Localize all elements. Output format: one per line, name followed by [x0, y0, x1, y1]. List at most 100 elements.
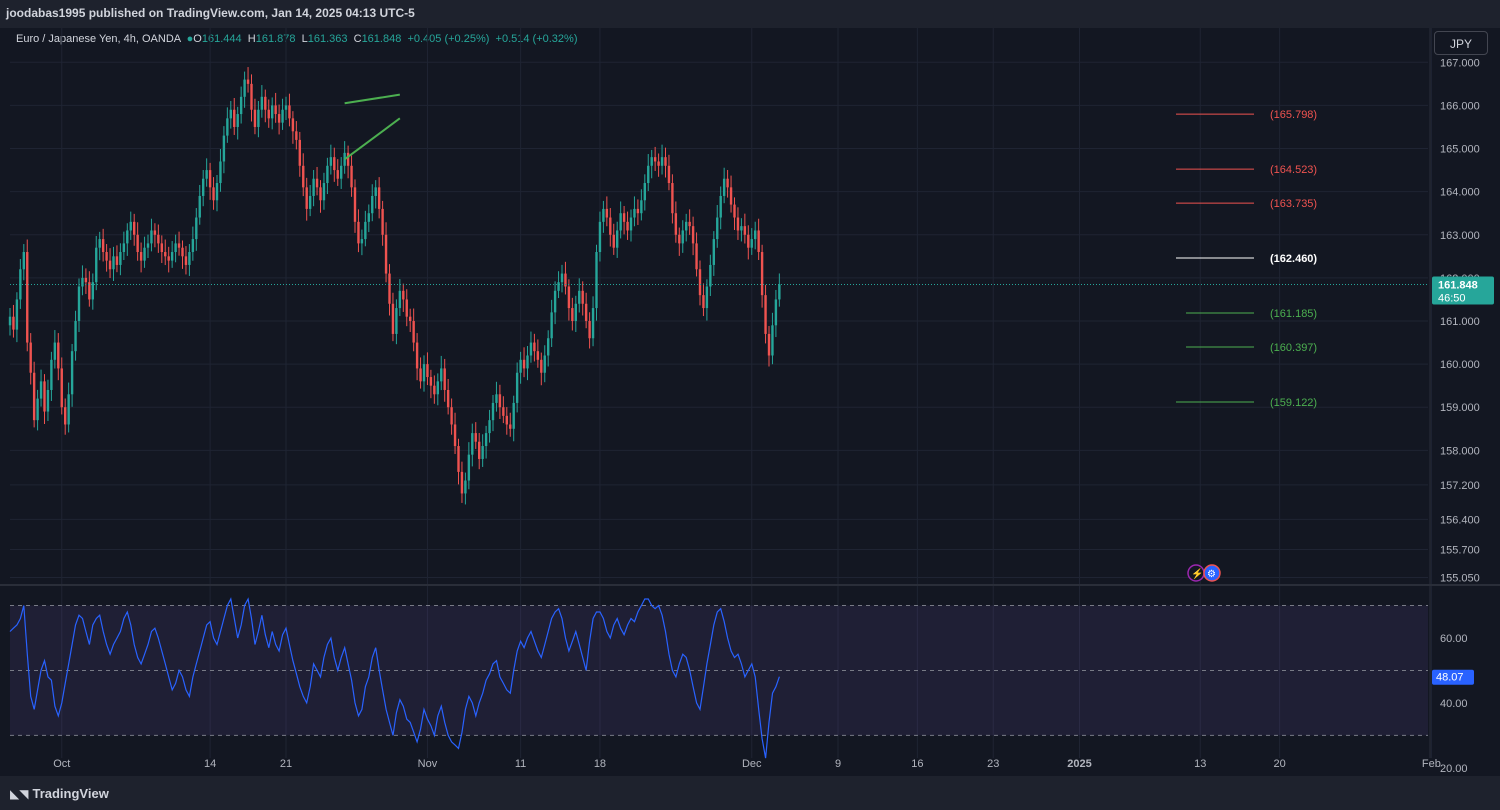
- event-icons: ⚡ ⚙: [1187, 564, 1221, 582]
- candle: [133, 213, 136, 246]
- candle-body: [405, 299, 408, 317]
- candle-body: [305, 187, 308, 209]
- candle-body: [101, 239, 105, 253]
- candle-body: [719, 195, 722, 218]
- candle: [367, 204, 370, 233]
- symbol-name[interactable]: Euro / Japanese Yen, 4h, OANDA: [16, 33, 181, 45]
- candle: [277, 104, 281, 135]
- candle: [685, 213, 688, 242]
- candle: [340, 157, 343, 189]
- candle: [446, 378, 450, 415]
- candle: [698, 260, 702, 306]
- candle: [112, 246, 115, 282]
- candle-body: [636, 208, 640, 214]
- level-label: (162.460): [1270, 253, 1317, 265]
- candle: [326, 157, 329, 195]
- candle-body: [567, 286, 571, 309]
- candle-body: [315, 178, 319, 188]
- rsi-pane: 60.00 40.00 20.00 48.07: [9, 597, 1474, 775]
- candle-body: [340, 165, 343, 179]
- time-tick-label: Oct: [53, 758, 70, 770]
- candle: [322, 172, 326, 210]
- candle: [202, 169, 205, 207]
- price-tick-label: 158.000: [1440, 445, 1480, 457]
- candle-body: [557, 282, 560, 291]
- countdown-label: 46:50: [1438, 292, 1466, 304]
- candle: [226, 107, 229, 143]
- candle: [19, 259, 22, 309]
- candle: [219, 148, 222, 192]
- candle: [760, 244, 764, 308]
- rsi-value-tag-bg: [1432, 669, 1474, 685]
- candle: [29, 333, 32, 385]
- change-value-2: +0.514 (+0.32%): [495, 33, 578, 45]
- candle: [519, 351, 522, 384]
- candle: [257, 101, 260, 138]
- candle: [419, 357, 422, 389]
- candle-body: [122, 243, 126, 253]
- candle-body: [502, 407, 505, 416]
- candle: [616, 221, 619, 258]
- candle: [722, 167, 726, 204]
- candle: [443, 358, 446, 402]
- candle-body: [243, 79, 246, 97]
- price-chart[interactable]: (165.798) (164.523) (163.735) (162.460) (161…: [0, 28, 1500, 776]
- candle: [412, 308, 415, 352]
- candle: [146, 234, 150, 258]
- price-tick-label: 160.000: [1440, 359, 1480, 371]
- level-label: (164.523): [1270, 164, 1317, 176]
- candle: [36, 389, 39, 431]
- candle: [671, 174, 674, 224]
- candle: [191, 226, 195, 261]
- candle-body: [195, 217, 198, 240]
- candle-body: [471, 433, 474, 455]
- candle: [664, 147, 667, 178]
- candle: [453, 412, 457, 455]
- candle-body: [377, 187, 381, 209]
- candle-body: [609, 217, 612, 235]
- candle: [377, 177, 381, 219]
- candle: [512, 395, 515, 442]
- candle: [395, 299, 398, 345]
- candle: [716, 205, 719, 248]
- candle-body: [588, 321, 591, 339]
- candle-body: [174, 243, 177, 253]
- candle-body: [688, 221, 691, 227]
- lightning-glyph: ⚡: [1191, 567, 1203, 580]
- triangle-upper-line: [344, 93, 401, 105]
- candle: [374, 180, 377, 209]
- candle: [650, 149, 653, 179]
- level-label: (159.122): [1270, 397, 1317, 409]
- candle: [550, 299, 553, 347]
- candle-body: [29, 342, 32, 373]
- tradingview-brand[interactable]: ◣◥ TradingView: [10, 786, 109, 801]
- candle: [77, 278, 81, 332]
- currency-button[interactable]: JPY: [1434, 31, 1488, 55]
- candle: [460, 461, 464, 503]
- candle-body: [764, 295, 767, 334]
- candle-body: [547, 338, 550, 356]
- candle-body: [81, 277, 84, 287]
- candle-body: [757, 230, 760, 253]
- candle: [195, 208, 198, 251]
- candle: [602, 200, 605, 233]
- candle-body: [350, 165, 353, 188]
- candle: [674, 201, 678, 243]
- candle: [747, 225, 750, 260]
- candle-body: [308, 195, 312, 209]
- candle-body: [584, 303, 588, 321]
- candle: [267, 99, 270, 128]
- candle-body: [681, 230, 684, 244]
- candle: [402, 283, 405, 312]
- candle: [564, 261, 567, 295]
- candle-body: [674, 213, 678, 235]
- price-axis: 167.000166.000165.000164.000163.000162.0…: [1440, 57, 1480, 584]
- candle-body: [515, 372, 519, 403]
- candle: [733, 197, 736, 231]
- candle: [588, 312, 591, 349]
- candle-body: [384, 234, 388, 274]
- candle: [143, 236, 146, 268]
- candle-body: [246, 79, 250, 84]
- candle-body: [177, 243, 181, 248]
- candle: [557, 271, 560, 299]
